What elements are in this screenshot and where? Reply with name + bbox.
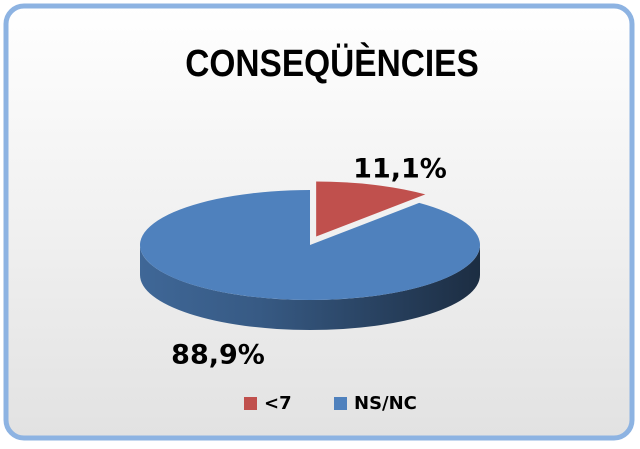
chart-title: CONSEQÜÈNCIES [185,42,478,84]
slice [316,181,426,237]
data-label: 88,9% [171,340,265,371]
slice [140,189,481,300]
data-label: 11,1% [353,154,447,185]
legend-label: NS/NC [354,393,417,414]
legend-swatch [334,397,347,410]
legend-swatch [244,397,257,410]
legend-label: <7 [264,393,292,414]
slice-side [140,245,480,330]
